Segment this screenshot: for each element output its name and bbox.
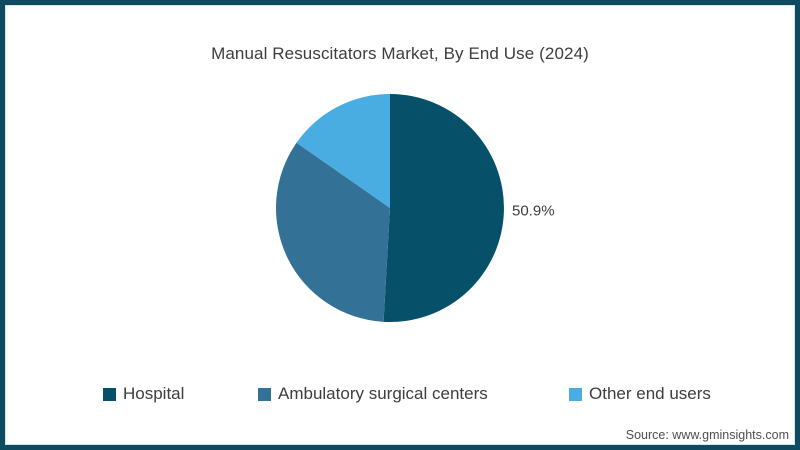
legend-swatch-ambulatory-surgical-centers (258, 387, 271, 401)
pie-chart: 50.9% (276, 94, 555, 323)
pie-slice-ambulatory-surgical-centers (276, 142, 390, 322)
legend-label: Ambulatory surgical centers (278, 384, 488, 403)
legend-swatch-hospital (103, 387, 116, 401)
pie-data-label-hospital: 50.9% (512, 202, 555, 219)
legend-label: Other end users (589, 384, 711, 403)
source-note: Source: www.gminsights.com (625, 428, 789, 442)
legend-label: Hospital (123, 384, 185, 403)
legend-item-other-end-users: Other end users (569, 384, 711, 404)
chart-title: Manual Resuscitators Market, By End Use … (211, 44, 589, 63)
legend-item-hospital: Hospital (103, 384, 184, 404)
pie-slice-hospital (383, 94, 504, 323)
pie-slice-other-end-users (296, 94, 390, 208)
legend-item-ambulatory-surgical-centers: Ambulatory surgical centers (258, 384, 488, 404)
legend-swatch-other-end-users (569, 387, 582, 401)
